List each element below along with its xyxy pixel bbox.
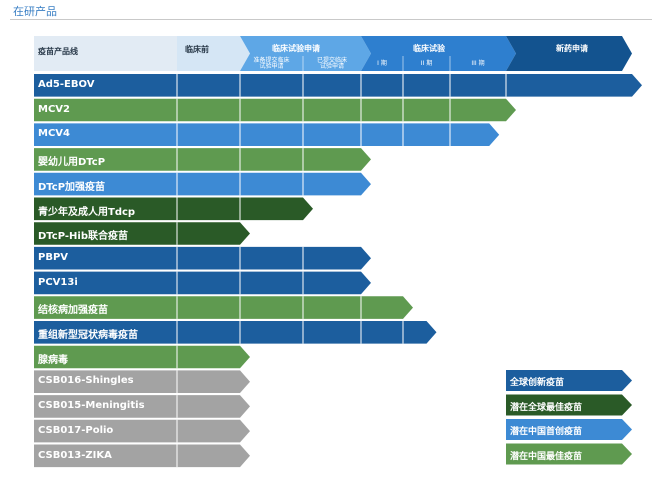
product-name: PBPV bbox=[38, 251, 69, 263]
header-sub-label-4: II 期 bbox=[420, 60, 433, 67]
section-title: 在研产品 bbox=[13, 5, 57, 18]
product-name: MCV2 bbox=[38, 103, 70, 115]
legend-swatch bbox=[506, 370, 632, 391]
pipeline-bar bbox=[34, 222, 250, 245]
pipeline-bar bbox=[34, 296, 413, 319]
pipeline-bar bbox=[34, 321, 437, 344]
product-name: 腺病毒 bbox=[38, 354, 68, 366]
product-name: PCV13i bbox=[38, 276, 78, 288]
header-stage-nda-label: 新药申请 bbox=[556, 44, 588, 53]
product-name: 青少年及成人用Tdcp bbox=[38, 206, 136, 218]
pipeline-bar bbox=[34, 246, 371, 270]
product-name: DTcP-Hib联合疫苗 bbox=[38, 231, 128, 243]
pipeline-bar bbox=[34, 98, 516, 122]
header-stage-ind-label: 临床试验申请 bbox=[272, 44, 320, 53]
pipeline-bar bbox=[34, 74, 642, 97]
pipeline-bar bbox=[34, 370, 250, 393]
header-stage-clinical-label: 临床试验 bbox=[413, 44, 445, 53]
product-name: 重组新型冠状病毒疫苗 bbox=[38, 330, 138, 341]
header-stage-2 bbox=[240, 36, 371, 71]
product-name: CSB015-Meningitis bbox=[38, 400, 145, 412]
product-name: DTcP加强疫苗 bbox=[38, 181, 106, 193]
product-name: CSB013-ZIKA bbox=[38, 449, 112, 461]
product-name: 结核病加强疫苗 bbox=[38, 305, 108, 317]
pipeline-bar bbox=[34, 172, 371, 196]
pipeline-bar bbox=[34, 148, 371, 171]
title-divider bbox=[10, 19, 652, 20]
legend-swatch bbox=[506, 419, 632, 440]
legend-label: 潜在中国首创疫苗 bbox=[510, 427, 583, 437]
product-name: Ad5-EBOV bbox=[38, 79, 95, 90]
header-sub-label-1: 准备提交临床 试验申请 bbox=[253, 57, 290, 70]
product-name: CSB016-Shingles bbox=[38, 375, 134, 387]
legend-label: 全球创新疫苗 bbox=[510, 378, 565, 388]
header-sub-label-2: 已提交临床 试验申请 bbox=[316, 57, 347, 70]
legend-swatch bbox=[506, 443, 632, 465]
pipeline-bar bbox=[34, 444, 250, 468]
pipeline-bar bbox=[34, 395, 250, 418]
header-stage-preclinical-label: 临床前 bbox=[185, 45, 209, 54]
header-product-line-cell bbox=[34, 36, 177, 71]
legend-label: 潜在全球最佳疫苗 bbox=[510, 402, 583, 413]
legend-swatch bbox=[506, 394, 632, 416]
product-name: 婴幼儿用DTcP bbox=[38, 157, 106, 169]
pipeline-bar bbox=[34, 197, 313, 221]
header-stage-4 bbox=[506, 36, 632, 71]
pipeline-bar bbox=[34, 419, 250, 443]
header-stage-3 bbox=[361, 36, 516, 71]
pipeline-bar bbox=[34, 123, 500, 146]
header-product-line-label: 疫苗产品线 bbox=[38, 47, 78, 56]
legend-label: 潜在中国最佳疫苗 bbox=[510, 451, 583, 462]
product-name: CSB017-Polio bbox=[38, 424, 114, 436]
header-sub-label-5: III 期 bbox=[471, 60, 485, 67]
product-name: MCV4 bbox=[38, 128, 70, 140]
pipeline-bar bbox=[34, 345, 250, 369]
header-sub-label-3: I 期 bbox=[377, 60, 387, 67]
header-stage-1 bbox=[177, 36, 250, 71]
pipeline-bar bbox=[34, 271, 371, 295]
